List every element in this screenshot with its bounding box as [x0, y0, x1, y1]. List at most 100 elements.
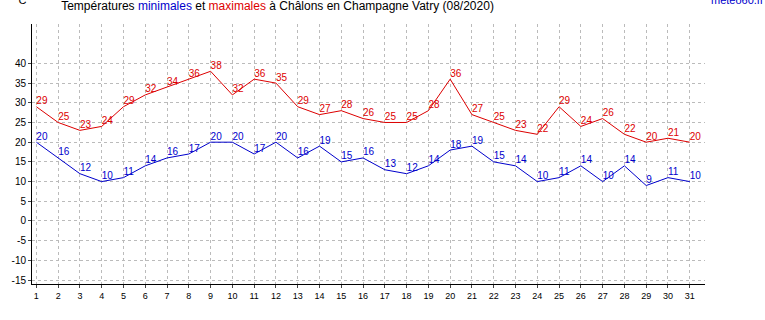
svg-text:15: 15: [15, 156, 27, 167]
svg-text:meteo60.fr: meteo60.fr: [711, 0, 764, 6]
svg-text:-10: -10: [12, 255, 27, 266]
svg-text:17: 17: [254, 143, 266, 154]
svg-text:13: 13: [385, 158, 397, 169]
svg-text:-15: -15: [12, 275, 27, 286]
svg-text:18: 18: [450, 139, 462, 150]
svg-text:26: 26: [576, 291, 586, 301]
svg-text:20: 20: [15, 137, 27, 148]
svg-text:32: 32: [232, 83, 244, 94]
svg-text:12: 12: [271, 291, 281, 301]
svg-text:25: 25: [385, 111, 397, 122]
svg-text:8: 8: [186, 291, 191, 301]
svg-text:27: 27: [598, 291, 608, 301]
svg-text:11: 11: [249, 291, 258, 301]
svg-text:36: 36: [254, 68, 266, 79]
svg-text:°C: °C: [14, 0, 26, 6]
svg-text:25: 25: [58, 111, 70, 122]
svg-text:28: 28: [428, 99, 440, 110]
svg-text:29: 29: [36, 95, 48, 106]
svg-text:20: 20: [36, 131, 48, 142]
svg-text:11: 11: [123, 166, 134, 177]
svg-text:14: 14: [516, 154, 528, 165]
svg-text:17: 17: [380, 291, 390, 301]
svg-text:21: 21: [668, 127, 680, 138]
svg-text:Températures minimales et maxi: Températures minimales et maximales à Ch…: [61, 0, 494, 13]
svg-text:1: 1: [34, 291, 39, 301]
svg-text:16: 16: [167, 146, 179, 157]
svg-text:40: 40: [15, 58, 27, 69]
svg-text:11: 11: [559, 166, 570, 177]
svg-text:29: 29: [123, 95, 135, 106]
svg-text:19: 19: [423, 291, 433, 301]
svg-text:20: 20: [276, 131, 288, 142]
svg-text:32: 32: [145, 83, 157, 94]
svg-text:30: 30: [663, 291, 673, 301]
svg-text:12: 12: [80, 162, 92, 173]
svg-text:10: 10: [227, 291, 237, 301]
svg-text:4: 4: [99, 291, 104, 301]
svg-text:6: 6: [143, 291, 148, 301]
svg-text:23: 23: [516, 119, 528, 130]
svg-text:24: 24: [581, 115, 593, 126]
svg-text:27: 27: [320, 103, 332, 114]
svg-text:16: 16: [58, 146, 70, 157]
svg-text:28: 28: [619, 291, 629, 301]
svg-text:14: 14: [581, 154, 593, 165]
svg-text:19: 19: [472, 135, 484, 146]
svg-text:26: 26: [363, 107, 375, 118]
svg-text:25: 25: [494, 111, 506, 122]
svg-text:2: 2: [56, 291, 61, 301]
svg-text:0: 0: [20, 215, 26, 226]
svg-text:20: 20: [211, 131, 223, 142]
svg-text:36: 36: [189, 68, 201, 79]
svg-text:5: 5: [121, 291, 126, 301]
svg-text:13: 13: [293, 291, 303, 301]
svg-text:10: 10: [603, 170, 615, 181]
svg-text:10: 10: [690, 170, 702, 181]
svg-text:14: 14: [145, 154, 157, 165]
svg-text:22: 22: [489, 291, 499, 301]
svg-text:23: 23: [80, 119, 92, 130]
svg-text:30: 30: [15, 97, 27, 108]
svg-text:9: 9: [208, 291, 213, 301]
svg-text:36: 36: [450, 68, 462, 79]
svg-text:14: 14: [624, 154, 636, 165]
svg-text:7: 7: [165, 291, 170, 301]
svg-text:21: 21: [467, 291, 477, 301]
svg-text:12: 12: [407, 162, 419, 173]
svg-text:3: 3: [77, 291, 82, 301]
svg-text:31: 31: [685, 291, 695, 301]
svg-text:29: 29: [298, 95, 310, 106]
svg-text:26: 26: [603, 107, 615, 118]
svg-text:28: 28: [341, 99, 353, 110]
svg-text:11: 11: [668, 166, 679, 177]
svg-text:-5: -5: [17, 235, 26, 246]
svg-text:22: 22: [537, 123, 549, 134]
svg-text:14: 14: [314, 291, 324, 301]
svg-text:16: 16: [358, 291, 368, 301]
svg-text:16: 16: [363, 146, 375, 157]
svg-text:25: 25: [407, 111, 419, 122]
svg-text:27: 27: [472, 103, 484, 114]
svg-text:25: 25: [554, 291, 564, 301]
svg-text:24: 24: [102, 115, 114, 126]
svg-text:35: 35: [15, 78, 27, 89]
svg-text:5: 5: [20, 196, 26, 207]
svg-text:18: 18: [402, 291, 412, 301]
svg-text:9: 9: [646, 174, 652, 185]
svg-text:14: 14: [428, 154, 440, 165]
svg-text:10: 10: [15, 176, 27, 187]
svg-text:23: 23: [511, 291, 521, 301]
svg-text:17: 17: [189, 143, 201, 154]
svg-text:15: 15: [336, 291, 346, 301]
svg-text:20: 20: [232, 131, 244, 142]
svg-text:24: 24: [532, 291, 542, 301]
svg-text:29: 29: [559, 95, 571, 106]
svg-text:20: 20: [690, 131, 702, 142]
svg-text:15: 15: [341, 150, 353, 161]
svg-text:38: 38: [211, 60, 223, 71]
svg-text:20: 20: [646, 131, 658, 142]
svg-text:34: 34: [167, 76, 179, 87]
svg-text:10: 10: [102, 170, 114, 181]
svg-text:29: 29: [641, 291, 651, 301]
